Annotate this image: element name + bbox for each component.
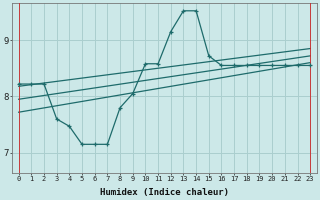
X-axis label: Humidex (Indice chaleur): Humidex (Indice chaleur) [100, 188, 229, 197]
